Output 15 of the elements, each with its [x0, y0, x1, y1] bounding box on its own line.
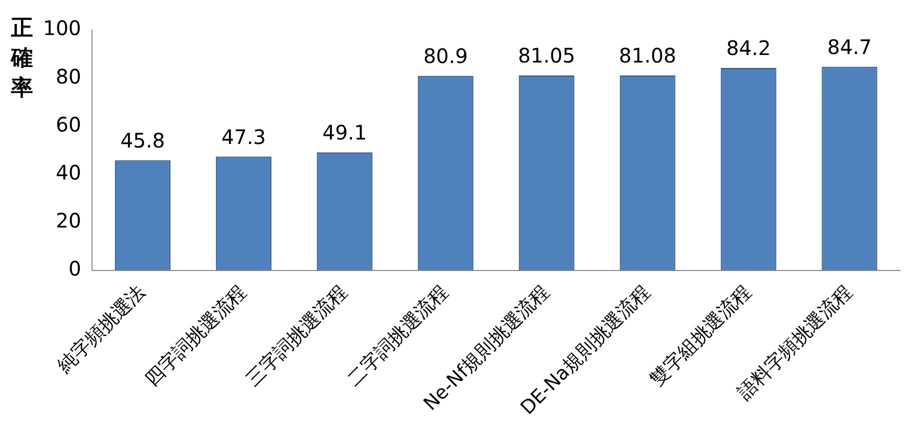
y-tick-label: 60 [56, 112, 82, 136]
data-label: 81.05 [518, 44, 576, 68]
data-label: 49.1 [322, 120, 367, 145]
y-tick-label: 0 [68, 256, 82, 281]
data-label: 47.3 [221, 124, 266, 149]
data-label: 45.8 [120, 128, 165, 152]
y-axis-title: 正確率 [10, 15, 34, 103]
y-tick-label: 80 [56, 64, 82, 88]
data-label: 84.7 [827, 34, 872, 59]
y-tick-label: 40 [56, 160, 82, 184]
data-label: 80.9 [423, 44, 468, 68]
y-tick-label: 20 [56, 208, 82, 232]
y-tick-label: 100 [42, 16, 82, 40]
data-label: 81.08 [618, 44, 676, 68]
data-label: 84.2 [726, 36, 771, 60]
